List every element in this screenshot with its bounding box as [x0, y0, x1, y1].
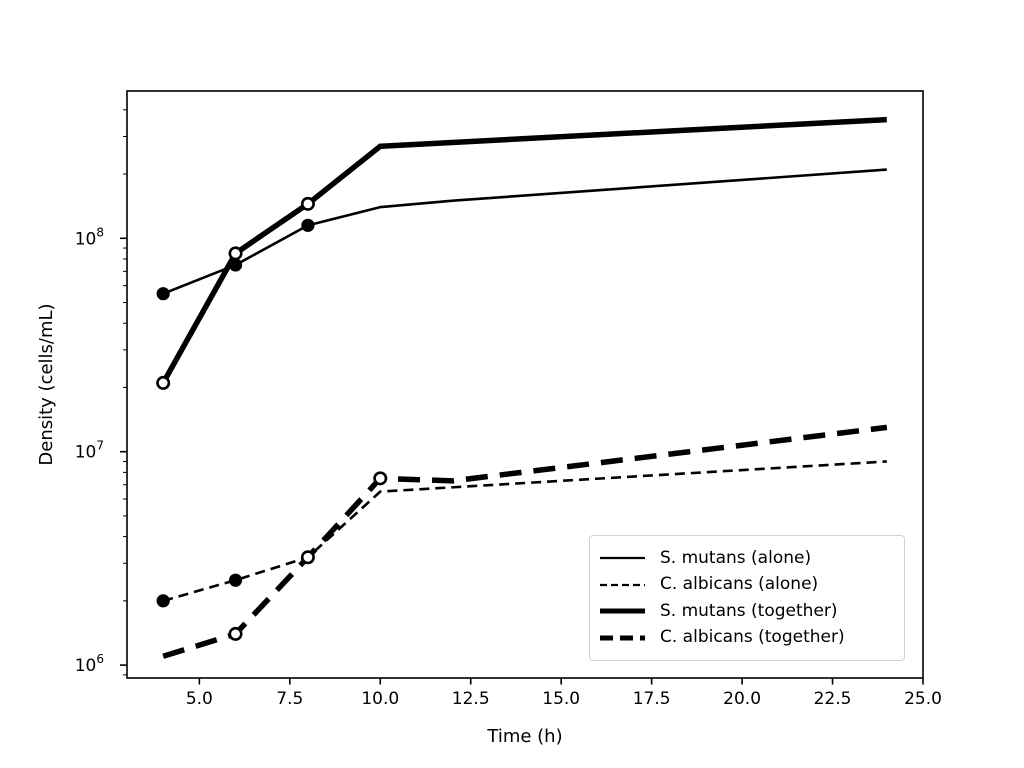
legend-label: C. albicans (alone) — [660, 574, 819, 595]
legend-item: S. mutans (together) — [599, 600, 895, 621]
data-point-marker-s-mutans-together — [300, 196, 315, 211]
x-tick-label: 15.0 — [542, 689, 580, 709]
series-line-s-mutans-together — [160, 116, 887, 385]
legend-line-sample-icon — [600, 635, 645, 641]
legend-line-sample-icon — [600, 608, 645, 614]
legend-item: S. mutans (alone) — [599, 547, 895, 568]
legend-label: C. albicans (together) — [660, 627, 845, 648]
x-tick-label: 7.5 — [276, 689, 303, 709]
legend: S. mutans (alone) C. albicans (alone) S.… — [589, 535, 905, 661]
legend-line-sample-icon — [600, 556, 645, 560]
legend-item: C. albicans (alone) — [599, 576, 895, 593]
data-point-marker-c-albicans-together — [373, 471, 388, 486]
x-tick-label: 10.0 — [361, 689, 399, 709]
data-point-marker-s-mutans-together — [228, 246, 243, 261]
data-point-marker-c-albicans-together — [228, 626, 243, 641]
y-axis-label: Density (cells/mL) — [36, 303, 57, 465]
plot-frame — [126, 90, 924, 679]
legend-item: C. albicans (together) — [599, 629, 895, 646]
x-tick-label: 12.5 — [452, 689, 490, 709]
x-tick-label: 5.0 — [186, 689, 213, 709]
data-point-marker-c-albicans-alone — [156, 594, 170, 608]
data-point-marker-c-albicans-together — [300, 550, 315, 565]
data-point-marker-s-mutans-alone — [301, 218, 315, 232]
y-tick-label: 107 — [75, 439, 104, 463]
y-tick-label: 106 — [75, 652, 104, 676]
data-point-marker-c-albicans-alone — [228, 573, 243, 587]
x-axis-label: Time (h) — [486, 726, 562, 747]
x-tick-label: 17.5 — [633, 689, 671, 709]
x-tick-label: 20.0 — [723, 689, 761, 709]
data-point-marker-s-mutans-alone — [156, 287, 170, 301]
legend-label: S. mutans (together) — [660, 600, 838, 621]
legend-line-sample-icon — [600, 583, 645, 586]
x-tick-label: 25.0 — [904, 689, 942, 709]
x-tick-label: 22.5 — [814, 689, 852, 709]
y-tick-label: 108 — [75, 225, 104, 249]
data-point-marker-s-mutans-together — [156, 375, 171, 390]
legend-label: S. mutans (alone) — [660, 547, 812, 568]
